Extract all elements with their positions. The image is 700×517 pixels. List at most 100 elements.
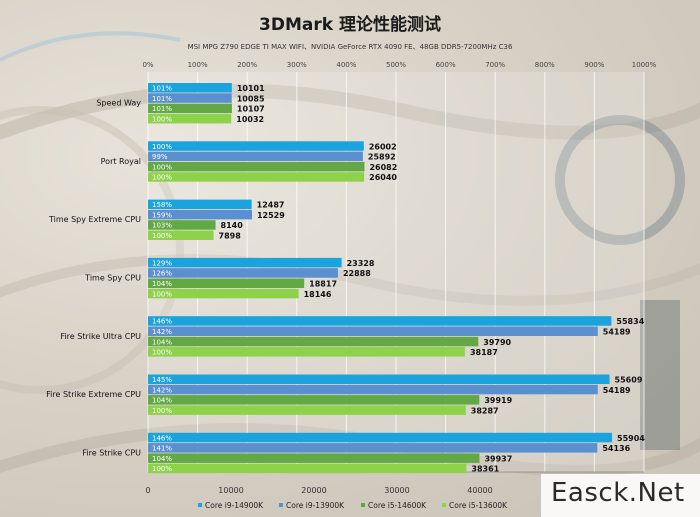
bar-percent-label: 100%	[152, 174, 172, 182]
bar	[148, 172, 365, 182]
bar	[148, 347, 465, 357]
bar	[148, 93, 232, 103]
bar-value-label: 39790	[483, 338, 511, 347]
category-label: Speed Way	[96, 99, 141, 108]
legend-label: Core i5-13600K	[449, 501, 508, 510]
x-top-tick-label: 900%	[584, 61, 604, 69]
x-top-tick-label: 700%	[485, 61, 505, 69]
x-top-tick-label: 300%	[287, 61, 307, 69]
category-label: Time Spy Extreme CPU	[48, 215, 141, 224]
bar-value-label: 10101	[237, 84, 265, 93]
bar-percent-label: 146%	[152, 434, 172, 442]
bar-value-label: 54189	[603, 386, 631, 395]
bar	[148, 209, 252, 220]
bar-value-label: 38287	[471, 406, 499, 415]
bar	[148, 405, 466, 415]
bar	[148, 463, 467, 474]
bar-value-label: 23328	[347, 259, 375, 268]
bar	[148, 395, 480, 405]
bar-value-label: 38361	[471, 465, 499, 474]
bar-percent-label: 146%	[152, 318, 172, 326]
bar-percent-label: 100%	[152, 163, 172, 171]
watermark: Easck.Net	[541, 474, 700, 517]
bar	[148, 220, 216, 230]
bar	[148, 288, 299, 299]
bar	[148, 453, 480, 463]
bar-percent-label: 101%	[152, 85, 172, 93]
category-label: Port Royal	[101, 157, 141, 166]
bar-percent-label: 101%	[152, 95, 172, 103]
bar-value-label: 12529	[257, 211, 285, 220]
bar	[148, 199, 252, 210]
x-bottom-tick-label: 30000	[384, 486, 409, 495]
watermark-text: Easck.Net	[551, 478, 685, 508]
legend-label: Core i9-13900K	[286, 501, 345, 510]
legend-swatch	[279, 503, 283, 507]
bar	[148, 384, 598, 395]
bar	[148, 83, 232, 93]
bar	[148, 432, 613, 443]
category-label: Fire Strike CPU	[82, 448, 141, 457]
bar	[148, 230, 214, 240]
legend-swatch	[198, 503, 202, 507]
bar-percent-label: 104%	[152, 397, 172, 405]
bar	[148, 113, 232, 124]
bar-value-label: 12487	[257, 201, 285, 210]
bar-value-label: 25892	[368, 153, 396, 162]
bar-value-label: 26002	[369, 142, 397, 151]
bar-value-label: 10107	[237, 105, 265, 114]
legend-label: Core i9-14900K	[205, 501, 264, 510]
bar	[148, 257, 342, 268]
bar	[148, 326, 598, 336]
bar-percent-label: 100%	[152, 290, 172, 298]
bar-percent-label: 142%	[152, 386, 172, 394]
bar-percent-label: 100%	[152, 115, 172, 123]
bar-value-label: 18817	[309, 280, 337, 289]
x-top-tick-label: 100%	[188, 61, 208, 69]
bar-value-label: 26082	[369, 163, 397, 172]
bar-value-label: 55904	[617, 434, 645, 443]
x-top-tick-label: 800%	[535, 61, 555, 69]
bar-percent-label: 141%	[152, 445, 172, 453]
x-top-tick-label: 500%	[386, 61, 406, 69]
bar-percent-label: 101%	[152, 105, 172, 113]
bar-percent-label: 145%	[152, 376, 172, 384]
chart-title: 3DMark 理论性能测试	[259, 15, 441, 35]
bar-percent-label: 104%	[152, 455, 172, 463]
x-bottom-tick-label: 10000	[218, 486, 243, 495]
legend-swatch	[361, 503, 365, 507]
bar	[148, 374, 610, 384]
x-top-tick-label: 200%	[237, 61, 257, 69]
x-top-tick-label: 400%	[336, 61, 356, 69]
bar-value-label: 8140	[221, 221, 244, 230]
bar	[148, 268, 338, 278]
bar-value-label: 10085	[237, 94, 265, 103]
bar-value-label: 18146	[304, 290, 332, 299]
bar-percent-label: 158%	[152, 201, 172, 209]
bar	[148, 336, 479, 347]
bar-value-label: 10032	[236, 115, 264, 124]
bar-percent-label: 142%	[152, 328, 172, 336]
category-label: Time Spy CPU	[84, 274, 141, 283]
bar-percent-label: 100%	[152, 143, 172, 151]
legend-label: Core i5-14600K	[368, 501, 427, 510]
bar	[148, 103, 232, 114]
bar-percent-label: 100%	[152, 349, 172, 357]
bar-percent-label: 103%	[152, 222, 172, 230]
bar-value-label: 55834	[616, 317, 644, 326]
bar-percent-label: 100%	[152, 407, 172, 415]
x-bottom-tick-label: 20000	[301, 486, 326, 495]
bar-value-label: 38187	[470, 348, 498, 357]
bar-percent-label: 99%	[152, 153, 168, 161]
bar-percent-label: 104%	[152, 280, 172, 288]
bar-value-label: 22888	[343, 269, 371, 278]
bar-percent-label: 159%	[152, 211, 172, 219]
bar	[148, 443, 598, 453]
x-top-tick-label: 0%	[142, 61, 153, 69]
x-top-tick-label: 1000%	[632, 61, 657, 69]
x-bottom-tick-label: 0	[145, 486, 150, 495]
bar-percent-label: 126%	[152, 270, 172, 278]
bar-value-label: 7898	[219, 232, 242, 241]
bar-value-label: 55609	[615, 376, 643, 385]
chart-subtitle: MSI MPG Z790 EDGE TI MAX WIFI、NVIDIA GeF…	[187, 43, 513, 51]
